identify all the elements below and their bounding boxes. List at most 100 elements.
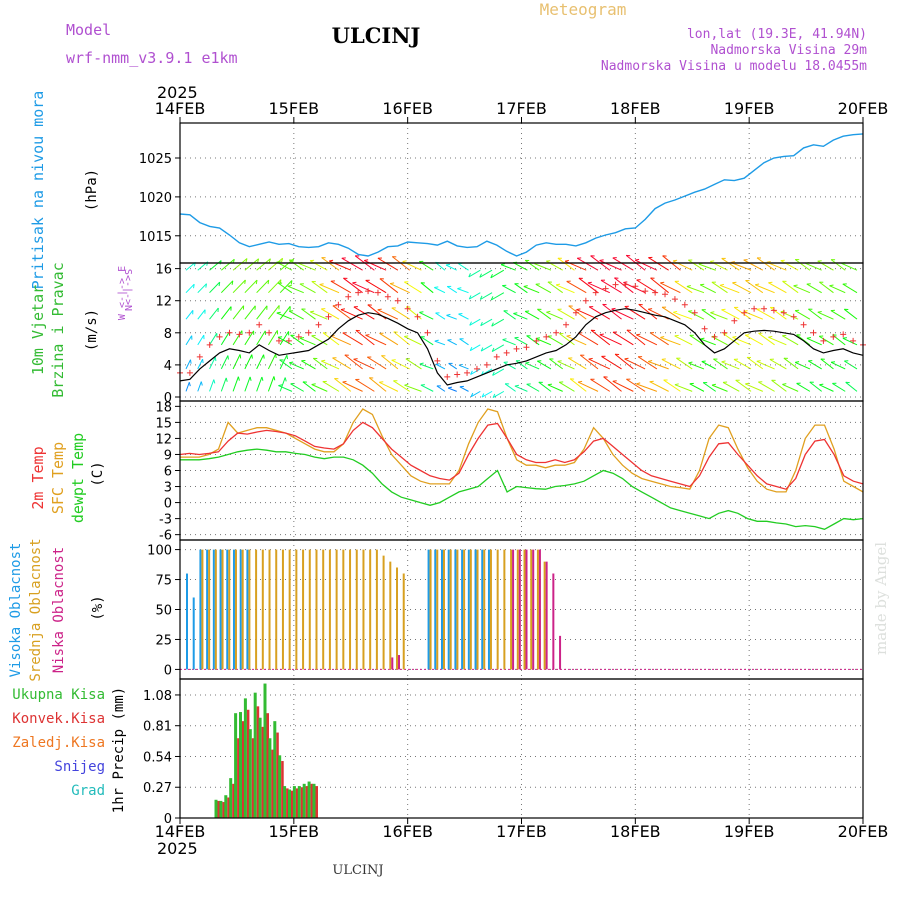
wind-vector-head xyxy=(457,287,462,290)
wind-vector xyxy=(330,335,352,346)
wind-vector-head xyxy=(829,284,834,287)
wind-vector-head xyxy=(636,382,641,385)
wind-vector xyxy=(319,284,340,294)
wind-vector xyxy=(279,305,291,320)
wind-vector xyxy=(794,361,811,370)
wind-speed-line xyxy=(179,308,864,386)
wind-vector-head xyxy=(710,260,715,262)
wind-compass-we: W <-|-> E xyxy=(117,266,128,320)
wind-vector xyxy=(279,331,290,346)
wind-vector xyxy=(279,377,286,392)
wind-vector-head xyxy=(756,360,761,362)
wind-vector xyxy=(513,313,528,320)
wind-gust-marker xyxy=(236,331,243,338)
wind-gust-marker xyxy=(671,296,678,303)
wind-vector xyxy=(634,259,658,271)
wind-vector xyxy=(197,381,202,392)
wind-vector xyxy=(209,379,215,392)
wind-gust-marker xyxy=(810,329,817,336)
wind-vector-head xyxy=(289,361,294,364)
wind-vector xyxy=(267,353,277,370)
wind-vector-head xyxy=(188,382,191,387)
wind-vector xyxy=(479,269,493,278)
wind-vector-head xyxy=(635,258,640,261)
wind-vector xyxy=(353,358,375,370)
wind-vector xyxy=(808,308,822,320)
wind-gust-marker xyxy=(622,281,629,288)
precip-convective-bar xyxy=(291,790,294,818)
wind-vector-head xyxy=(287,284,292,287)
wind-vector xyxy=(689,334,705,346)
wind-vector xyxy=(590,329,611,346)
y-tick-label: 0 xyxy=(164,663,172,678)
wind-vector xyxy=(197,283,207,294)
wind-vector xyxy=(746,356,764,370)
wind-vector xyxy=(732,282,752,294)
precip-convective-bar xyxy=(286,788,289,818)
wind-vector xyxy=(526,383,540,392)
y-tick-label: 16 xyxy=(155,263,172,278)
wind-vector-head xyxy=(267,280,270,285)
wind-vector xyxy=(256,279,270,294)
wind-vector-head xyxy=(311,383,316,385)
wind-vector-head xyxy=(831,361,836,363)
wind-vector-head xyxy=(732,336,737,338)
wind-vector xyxy=(365,334,387,346)
wind-vector-head xyxy=(730,261,735,263)
wind-vector xyxy=(277,336,293,346)
wind-vector-head xyxy=(547,383,552,386)
precip-total-bar xyxy=(258,717,262,818)
temp-axis-name-sfc: SFC Temp xyxy=(49,442,67,514)
precip-total-bar xyxy=(239,712,242,818)
precip-convective-bar xyxy=(222,802,225,818)
wind-vector xyxy=(587,282,610,294)
top-date-tick: 15FEB xyxy=(269,99,320,118)
wind-vector-head xyxy=(353,358,358,360)
wind-vector xyxy=(287,285,304,294)
precip-legend-item: Grad xyxy=(71,783,105,799)
wind-vector xyxy=(796,382,811,392)
precip-convective-bar xyxy=(295,788,299,818)
wind-gust-marker xyxy=(256,321,263,328)
wind-vector xyxy=(817,311,834,320)
model-label: Model xyxy=(66,21,111,39)
wind-vector xyxy=(256,376,263,392)
wind-vector-head xyxy=(377,308,382,311)
wind-vector xyxy=(365,279,387,294)
wind-vector xyxy=(492,390,505,399)
wind-vector xyxy=(278,385,293,392)
wind-gust-marker xyxy=(553,329,560,336)
bottom-date-axis: 14FEB 15FEB 16FEB 17FEB 18FEB 19FEB 20FEB xyxy=(155,818,888,841)
wind-vector xyxy=(711,281,728,294)
wind-vector-head xyxy=(319,283,324,285)
wind-vector xyxy=(220,331,230,346)
wind-vector xyxy=(232,376,239,392)
wind-vector-head xyxy=(404,383,409,386)
bottom-date-tick: 16FEB xyxy=(382,822,433,841)
top-date-tick: 16FEB xyxy=(382,99,433,118)
precip-convective-bar xyxy=(237,738,240,818)
wind-vector xyxy=(256,330,266,346)
wind-vector xyxy=(377,309,399,320)
wind-vector-head xyxy=(479,273,482,278)
wind-gust-marker xyxy=(444,373,451,380)
wind-gust-marker xyxy=(761,305,768,312)
wind-vector xyxy=(290,334,305,346)
wind-vector xyxy=(404,336,422,346)
wind-vector xyxy=(649,332,669,346)
precip-total-bar xyxy=(273,721,277,818)
wind-vector-head xyxy=(719,283,725,286)
wind-vector xyxy=(515,360,528,370)
wind-vector xyxy=(310,311,328,320)
wind-vector xyxy=(688,362,705,370)
wind-vector xyxy=(601,355,622,370)
wind-vector xyxy=(514,283,528,294)
wind-vector xyxy=(745,383,764,392)
wind-vector xyxy=(756,308,775,320)
wind-vector xyxy=(602,304,622,320)
precip-panel: 0 0.27 0.54 0.81 1.08 Ukupna Kisa Konvek.Kisa… xyxy=(12,678,864,827)
wind-gust-marker xyxy=(533,337,540,344)
precip-convective-bar xyxy=(305,786,309,818)
wind-vector-head xyxy=(402,260,407,262)
wind-gust-marker xyxy=(464,369,471,376)
